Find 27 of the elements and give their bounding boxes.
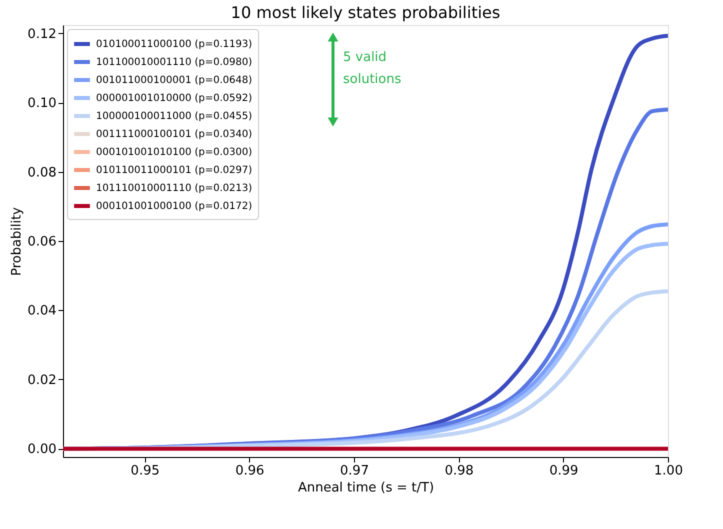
legend-label: 010110011000101 (p=0.0297): [96, 165, 252, 176]
x-tick-label: 0.97: [340, 464, 369, 478]
legend-label: 000101001010100 (p=0.0300): [96, 147, 252, 158]
y-axis-title: Probability: [10, 206, 25, 276]
legend-label: 001111000100101 (p=0.0340): [96, 129, 252, 140]
y-tick-label: 0.10: [28, 96, 56, 112]
annotation: 5 valid solutions: [343, 50, 402, 87]
x-tick-label: 0.99: [549, 464, 578, 478]
legend-label: 100000100011000 (p=0.0455): [96, 111, 252, 122]
y-tick-label: 0.02: [28, 372, 56, 388]
y-tick-label: 0.12: [28, 26, 56, 42]
y-tick-label: 0.04: [28, 304, 56, 319]
y-tick-label: 0.08: [28, 165, 56, 180]
x-tick-label: 0.95: [130, 464, 160, 478]
x-tick-label: 1.00: [654, 464, 683, 478]
x-tick-label: 0.98: [444, 464, 474, 478]
x-tick-label: 0.96: [235, 464, 264, 478]
legend-label: 000001001010000 (p=0.0592): [96, 93, 252, 104]
y-tick-label: 0.06: [28, 234, 56, 250]
legend-label: 101110010001110 (p=0.0213): [96, 183, 252, 194]
legend-label: 001011000100001 (p=0.0648): [96, 75, 252, 86]
x-axis-title: Anneal time (s = t/T): [298, 480, 434, 496]
legend-label: 101100010001110 (p=0.0980): [96, 57, 252, 68]
legend-label: 010100011000100 (p=0.1193): [96, 39, 252, 50]
y-tick-label: 0.00: [28, 442, 56, 458]
legend-label: 000101001000100 (p=0.0172): [96, 201, 252, 212]
chart-title: 10 most likely states probabilities: [230, 3, 500, 22]
